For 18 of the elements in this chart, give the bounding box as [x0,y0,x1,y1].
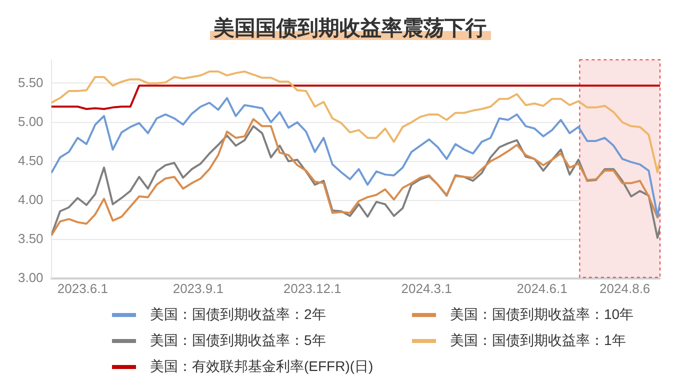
y-tick-label: 5.50 [18,74,44,90]
x-tick-label: 2024.8.6 [600,280,650,296]
legend-label: 美国：国债到期收益率：2年 [150,306,326,324]
legend-label: 美国：有效联邦基金利率(EFFR)(日) [150,358,374,376]
y-tick-label: 3.00 [18,270,44,285]
x-tick-label: 2023.12.1 [283,280,342,296]
y-tick-label: 4.50 [18,152,44,168]
legend-label: 美国：国债到期收益率：1年 [450,332,626,350]
x-tick-label: 2024.6.1 [516,280,568,296]
x-tick-label: 2023.9.1 [172,280,224,296]
y-tick-label: 4.00 [18,192,44,207]
legend-label: 美国：国债到期收益率：10年 [450,306,634,324]
x-tick-label: 2023.6.1 [57,280,108,296]
legend-label: 美国：国债到期收益率：5年 [150,332,326,350]
y-tick-label: 3.50 [18,230,44,246]
y-tick-label: 5.00 [18,114,44,129]
chart-title: 美国国债到期收益率震荡下行 [210,17,490,40]
x-tick-label: 2024.3.1 [401,280,452,296]
